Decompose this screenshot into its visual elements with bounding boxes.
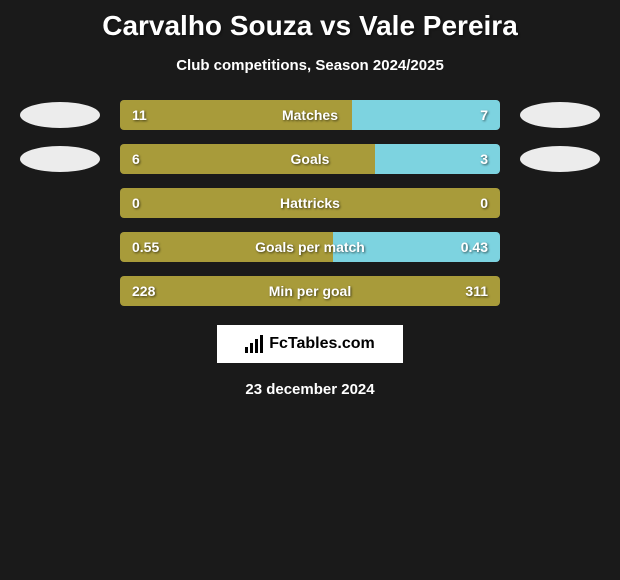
stat-bar: 0.55 Goals per match 0.43 bbox=[120, 232, 500, 262]
stat-row: 11 Matches 7 bbox=[20, 99, 600, 131]
player-ellipse-left bbox=[20, 146, 100, 172]
stat-right-value: 311 bbox=[465, 283, 488, 299]
bar-content: 0 Hattricks 0 bbox=[120, 188, 500, 218]
bar-content: 228 Min per goal 311 bbox=[120, 276, 500, 306]
chart-icon bbox=[245, 335, 263, 353]
bar-content: 6 Goals 3 bbox=[120, 144, 500, 174]
page-subtitle: Club competitions, Season 2024/2025 bbox=[176, 57, 444, 74]
stat-row: 0.55 Goals per match 0.43 bbox=[20, 231, 600, 263]
logo-box[interactable]: FcTables.com bbox=[217, 325, 403, 363]
stat-row: 0 Hattricks 0 bbox=[20, 187, 600, 219]
stat-left-value: 228 bbox=[132, 283, 155, 299]
stat-label: Hattricks bbox=[280, 195, 340, 211]
stat-left-value: 11 bbox=[132, 107, 147, 123]
stat-left-value: 0 bbox=[132, 195, 140, 211]
stat-right-value: 7 bbox=[480, 107, 488, 123]
player-ellipse-right bbox=[520, 146, 600, 172]
stat-bar: 11 Matches 7 bbox=[120, 100, 500, 130]
bar-content: 11 Matches 7 bbox=[120, 100, 500, 130]
player-ellipse-right bbox=[520, 102, 600, 128]
stat-row: 228 Min per goal 311 bbox=[20, 275, 600, 307]
page-title: Carvalho Souza vs Vale Pereira bbox=[102, 10, 518, 42]
logo-text: FcTables.com bbox=[269, 335, 375, 353]
stat-left-value: 6 bbox=[132, 151, 140, 167]
stat-row: 6 Goals 3 bbox=[20, 143, 600, 175]
stat-right-value: 0.43 bbox=[461, 239, 488, 255]
bar-content: 0.55 Goals per match 0.43 bbox=[120, 232, 500, 262]
stat-bar: 0 Hattricks 0 bbox=[120, 188, 500, 218]
stat-bar: 228 Min per goal 311 bbox=[120, 276, 500, 306]
stat-bar: 6 Goals 3 bbox=[120, 144, 500, 174]
player-ellipse-left bbox=[20, 102, 100, 128]
stat-right-value: 0 bbox=[480, 195, 488, 211]
stats-container: 11 Matches 7 6 Goals 3 0 Hattricks 0 0.55 Goals pe… bbox=[20, 99, 600, 307]
stat-label: Goals per match bbox=[255, 239, 365, 255]
stat-label: Min per goal bbox=[269, 283, 351, 299]
stat-right-value: 3 bbox=[480, 151, 488, 167]
date-text: 23 december 2024 bbox=[245, 381, 374, 398]
stat-label: Matches bbox=[282, 107, 338, 123]
stat-left-value: 0.55 bbox=[132, 239, 159, 255]
stat-label: Goals bbox=[291, 151, 330, 167]
